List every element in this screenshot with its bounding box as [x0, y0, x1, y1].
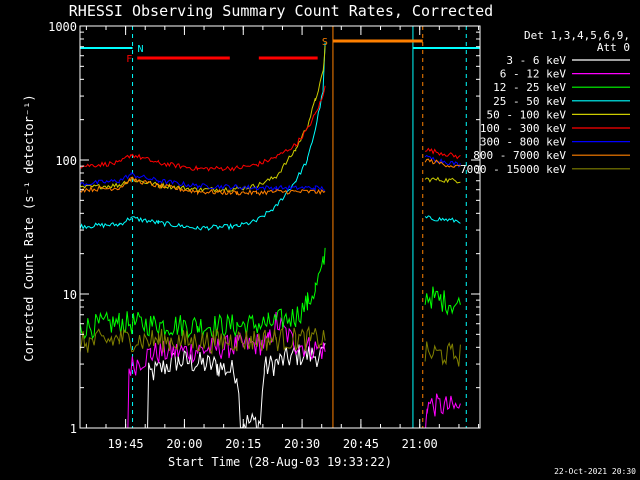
legend-label-6: 300 - 800 keV [480, 136, 566, 149]
series-line-6 [80, 154, 461, 192]
y-tick-label: 1 [70, 422, 77, 436]
x-tick-label: 21:00 [402, 437, 438, 451]
plot-area: NF S [80, 26, 480, 428]
legend-label-7: 800 - 7000 keV [473, 149, 566, 162]
legend-label-8: 7000 - 15000 keV [460, 163, 566, 176]
chart-title: RHESSI Observing Summary Count Rates, Co… [69, 2, 493, 20]
flag-label-N: N [138, 44, 144, 55]
y-axis-label: Corrected Count Rate (s⁻¹ detector⁻¹) [22, 94, 36, 361]
x-axis-label: Start Time (28-Aug-03 19:33:22) [168, 455, 392, 469]
plot-frame [79, 25, 481, 429]
legend-label-3: 25 - 50 keV [493, 95, 566, 108]
legend-label-4: 50 - 100 keV [487, 108, 567, 121]
generation-timestamp: 22-Oct-2021 20:30 [554, 467, 636, 476]
y-tick-label: 1000 [48, 20, 77, 34]
legend-label-0: 3 - 6 keV [506, 54, 566, 67]
legend-label-2: 12 - 25 keV [493, 81, 566, 94]
legend-header-attenuator: Att 0 [597, 41, 630, 54]
y-tick-label: 100 [55, 154, 77, 168]
series-line-3 [80, 42, 461, 231]
series-line-4 [80, 45, 461, 194]
plot-clip-group [80, 26, 480, 428]
legend-label-1: 6 - 12 keV [500, 68, 567, 81]
legend-label-5: 100 - 300 keV [480, 122, 566, 135]
legend-header-detectors: Det 1,3,4,5,6,9, [524, 29, 630, 42]
x-tick-label: 20:45 [343, 437, 379, 451]
flag-label-S: S [322, 37, 328, 48]
y-tick-label: 10 [63, 288, 77, 302]
series-line-2 [80, 247, 461, 340]
series-line-5 [80, 85, 461, 172]
series-line-7 [80, 158, 461, 196]
axes: 1 10 100 1000 19:45 20:00 20:15 20:30 20:45 21:00 [48, 20, 481, 451]
flag-label-F: F [126, 54, 132, 65]
x-tick-label: 20:15 [225, 437, 261, 451]
x-tick-label: 20:30 [284, 437, 320, 451]
x-tick-label: 19:45 [108, 437, 144, 451]
x-tick-label: 20:00 [166, 437, 202, 451]
series-line-8 [80, 325, 461, 367]
